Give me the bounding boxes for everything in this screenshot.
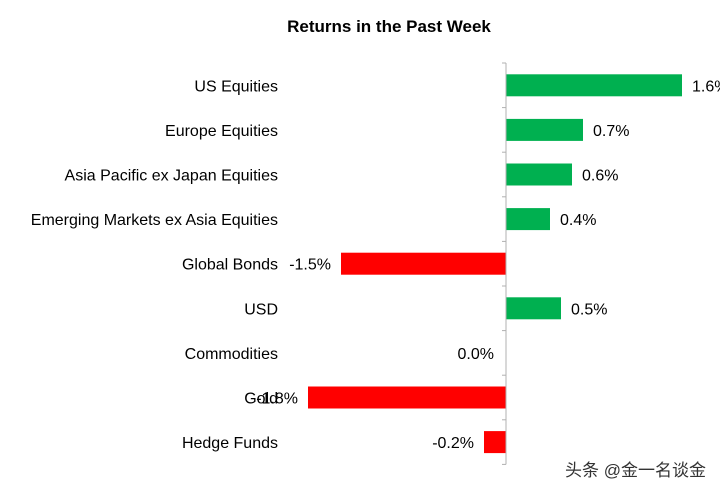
bar	[506, 163, 572, 186]
value-label: 0.0%	[458, 346, 494, 363]
value-label: -1.5%	[289, 257, 331, 274]
axis-ticks-group	[502, 62, 506, 465]
chart-title: Returns in the Past Week	[287, 17, 491, 36]
category-label: Commodities	[185, 346, 278, 363]
value-label: 1.6%	[692, 78, 720, 95]
bar	[341, 252, 506, 275]
bar	[506, 74, 682, 97]
category-label: Hedge Funds	[182, 435, 278, 452]
value-label: -1.8%	[256, 391, 298, 408]
category-label: Global Bonds	[182, 257, 278, 274]
bar	[308, 386, 506, 409]
value-label: -0.2%	[432, 435, 474, 452]
watermark: 头条 @金一名谈金	[565, 461, 706, 480]
bar	[506, 208, 550, 231]
category-label: Emerging Markets ex Asia Equities	[31, 212, 278, 229]
category-labels-group: US Equities Europe Equities Asia Pacific e…	[31, 78, 278, 452]
bar	[506, 297, 561, 320]
bar	[506, 118, 583, 141]
bar	[484, 431, 506, 454]
value-label: 0.7%	[593, 123, 629, 140]
category-label: USD	[244, 301, 278, 318]
value-label: 0.6%	[582, 168, 618, 185]
value-labels-group: 1.6% 0.7% 0.6% 0.4% -1.5% 0.5% 0.0% -1.8% -0.2%	[256, 78, 720, 452]
category-label: Gold	[244, 391, 278, 408]
bars-group	[308, 74, 682, 454]
category-label: Europe Equities	[165, 123, 278, 140]
value-label: 0.4%	[560, 212, 596, 229]
category-label: US Equities	[194, 78, 278, 95]
category-label: Asia Pacific ex Japan Equities	[65, 168, 278, 185]
value-label: 0.5%	[571, 301, 607, 318]
